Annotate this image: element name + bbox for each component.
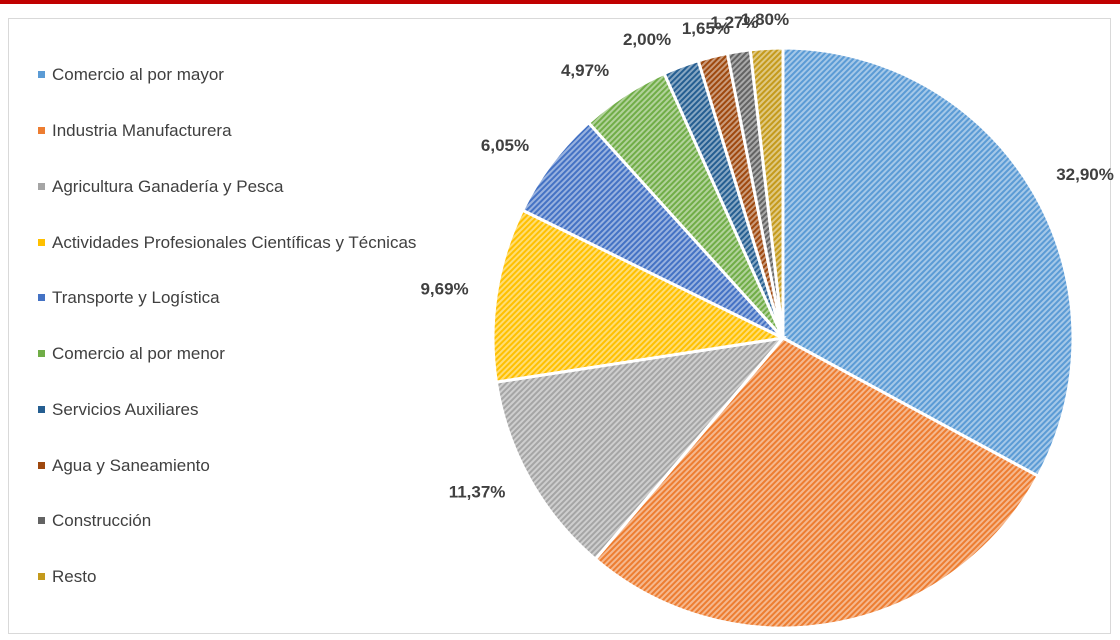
legend-swatch (38, 127, 45, 134)
legend-swatch (38, 350, 45, 357)
legend-item: Construcción (38, 507, 462, 534)
legend-swatch (38, 294, 45, 301)
pie-slice (494, 335, 787, 562)
legend-label: Agricultura Ganadería y Pesca (52, 177, 284, 196)
legend-swatch (38, 406, 45, 413)
data-label: 1,27% (710, 13, 758, 32)
legend-item: Comercio al por mayor (38, 61, 462, 88)
data-label: 32,90% (1056, 165, 1114, 184)
data-label: 2,00% (623, 30, 671, 49)
legend-item: Agricultura Ganadería y Pesca (38, 173, 462, 200)
legend-swatch (38, 71, 45, 78)
legend-label: Comercio al por mayor (52, 65, 224, 84)
legend-item: Agua y Saneamiento (38, 452, 462, 479)
legend-swatch (38, 517, 45, 524)
pie-slice (781, 46, 1075, 479)
data-label: 9,69% (420, 279, 468, 298)
legend-swatch (38, 462, 45, 469)
pie-slice (748, 46, 785, 339)
data-label: 11,37% (449, 483, 506, 502)
legend-item: Industria Manufacturera (38, 117, 462, 144)
top-rule (0, 0, 1120, 4)
legend-label: Industria Manufacturera (52, 121, 232, 140)
legend-item: Comercio al por menor (38, 340, 462, 367)
legend-swatch (38, 239, 45, 246)
data-label: 1,65% (682, 19, 730, 38)
legend-label: Resto (52, 567, 97, 586)
legend-label: Servicios Auxiliares (52, 400, 199, 419)
pie-slice (593, 336, 1041, 630)
legend-label: Construcción (52, 511, 152, 530)
legend-item: Actividades Profesionales Científicas y … (38, 229, 462, 256)
legend-swatch (38, 183, 45, 190)
data-label: 1,80% (741, 10, 789, 29)
pie-slice (491, 208, 788, 384)
legend-label: Actividades Profesionales Científicas y … (52, 233, 417, 252)
data-label: 4,97% (561, 61, 609, 80)
chart-border (8, 18, 1111, 634)
data-label: 6,05% (481, 136, 529, 155)
legend-label: Comercio al por menor (52, 344, 225, 363)
legend-item: Transporte y Logística (38, 284, 462, 311)
legend-label: Transporte y Logística (52, 288, 220, 307)
legend-item: Resto (38, 563, 462, 590)
legend-label: Agua y Saneamiento (52, 456, 210, 475)
legend-swatch (38, 573, 45, 580)
legend-item: Servicios Auxiliares (38, 396, 462, 423)
